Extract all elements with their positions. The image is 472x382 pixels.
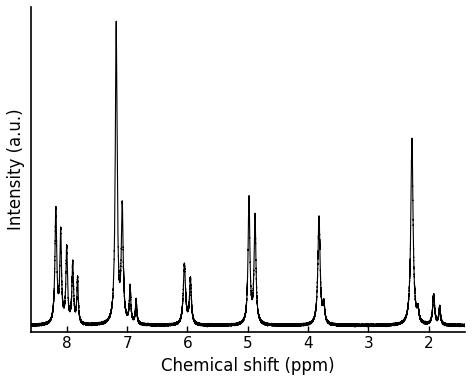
Y-axis label: Intensity (a.u.): Intensity (a.u.) [7, 108, 25, 230]
X-axis label: Chemical shift (ppm): Chemical shift (ppm) [161, 357, 335, 375]
